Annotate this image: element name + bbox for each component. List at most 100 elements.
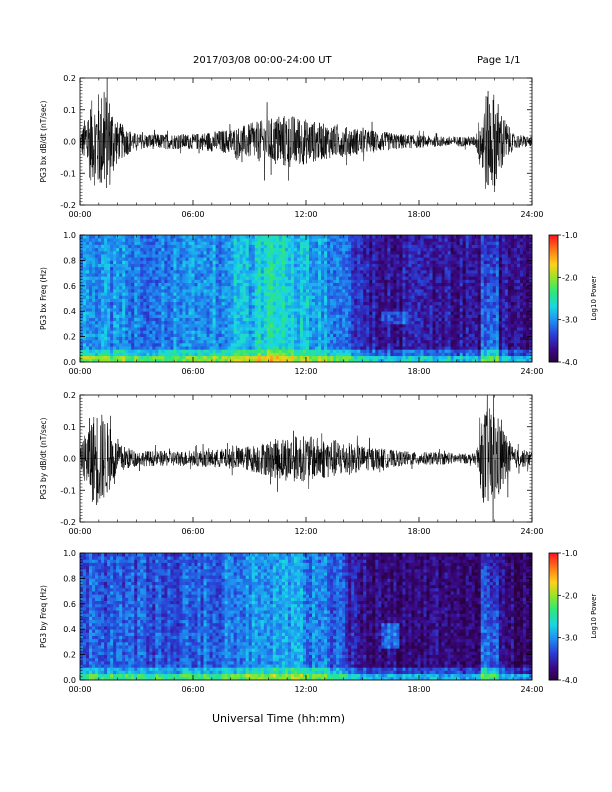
x-tick-label: 00:00 — [68, 210, 91, 219]
x-tick-label: 12:00 — [294, 527, 317, 536]
colorbar-swatch — [549, 345, 558, 348]
colorbar-swatch — [549, 279, 558, 283]
colorbar-swatch — [549, 235, 558, 238]
colorbar-swatch — [549, 675, 558, 679]
y-tick-label: 0.0 — [63, 676, 76, 685]
y-tick-label: 0.6 — [63, 282, 76, 291]
page-indicator: Page 1/1 — [477, 55, 521, 66]
y-tick-label: 0.0 — [63, 138, 76, 147]
colorbar-swatch — [549, 641, 558, 645]
colorbar-swatch — [549, 237, 558, 240]
x-tick-label: 24:00 — [520, 527, 543, 536]
colorbar-swatch — [549, 323, 558, 327]
y-tick-label: 0.1 — [63, 423, 76, 432]
colorbar-swatch — [549, 593, 558, 596]
x-tick-label: 24:00 — [520, 685, 543, 694]
colorbar-swatch — [549, 254, 558, 257]
y-tick-label: -0.1 — [60, 486, 76, 495]
y-axis-label: PG3 by Freq (Hz) — [39, 585, 48, 648]
colorbar-swatch — [549, 658, 558, 662]
y-tick-label: -0.2 — [60, 518, 76, 527]
colorbar-swatch — [549, 578, 558, 582]
colorbar-tick-label: -4.0 — [562, 358, 578, 367]
panel-1: 00:00 06:00 12:00 18:00 24:00 -0.2 -0.1 0.0 0.1 0… — [39, 74, 544, 219]
colorbar-swatch — [549, 294, 558, 297]
colorbar-swatch — [549, 353, 558, 357]
colorbar-swatch — [549, 622, 558, 626]
colorbar-swatch — [549, 239, 558, 242]
colorbar-swatch — [549, 311, 558, 314]
colorbar-swatch — [549, 572, 558, 575]
colorbar-label: Log10 Power — [590, 594, 598, 639]
colorbar-frame — [548, 552, 559, 681]
colorbar-swatch — [549, 608, 558, 611]
colorbar-swatch — [549, 304, 558, 308]
y-tick-label: 1.0 — [63, 231, 76, 240]
colorbar-swatch — [549, 338, 558, 342]
colorbar-swatch — [549, 330, 558, 333]
colorbar-label: Log10 Power — [590, 276, 598, 321]
colorbar-swatch — [549, 616, 558, 620]
colorbar-swatch — [549, 580, 558, 584]
colorbar-swatch — [549, 241, 558, 244]
colorbar-swatch — [549, 637, 558, 641]
colorbar-swatch — [549, 340, 558, 344]
x-tick-label: 24:00 — [520, 210, 543, 219]
colorbar-swatch — [549, 309, 558, 312]
colorbar-swatch — [549, 569, 558, 573]
colorbar-swatch — [549, 677, 558, 681]
colorbar-swatch — [549, 559, 558, 562]
colorbar-swatch — [549, 334, 558, 338]
colorbar-swatch — [549, 300, 558, 304]
colorbar-swatch — [549, 665, 558, 668]
colorbar-swatch — [549, 302, 558, 306]
colorbar-swatch — [549, 270, 558, 274]
colorbar-swatch — [549, 654, 558, 658]
colorbar-swatch — [549, 586, 558, 590]
x-tick-label: 00:00 — [68, 527, 91, 536]
colorbar-swatch — [549, 357, 558, 361]
colorbar-swatch — [549, 605, 558, 609]
y-tick-label: 0.4 — [63, 307, 76, 316]
colorbar-swatch — [549, 347, 558, 350]
y-tick-label: 0.8 — [63, 574, 76, 583]
colorbar-swatch — [549, 635, 558, 639]
x-tick-label: 00:00 — [68, 367, 91, 376]
panel-2: -1.0 -2.0 -3.0 -4.0 Log10 Power 00:00 06:00 12:… — [39, 231, 598, 376]
y-axis-label: PG3 bx Freq (Hz) — [39, 267, 48, 330]
colorbar-swatch — [549, 671, 558, 675]
colorbar-swatch — [549, 319, 558, 323]
colorbar-swatch — [549, 555, 558, 558]
colorbar-swatch — [549, 266, 558, 270]
colorbar-swatch — [549, 595, 558, 598]
colorbar-swatch — [549, 591, 558, 594]
colorbar-swatch — [549, 315, 558, 319]
colorbar-swatch — [549, 553, 558, 556]
colorbar-swatch — [549, 321, 558, 325]
colorbar-swatch — [549, 332, 558, 335]
y-axis-label: PG3 by dB/dt (nT/sec) — [39, 417, 48, 499]
x-tick-label: 06:00 — [181, 210, 204, 219]
colorbar-swatch — [549, 251, 558, 255]
signal-trace — [80, 78, 532, 192]
colorbar: -1.0 -2.0 -3.0 -4.0 Log10 Power — [548, 231, 598, 367]
colorbar-swatch — [549, 618, 558, 622]
colorbar-swatch — [549, 313, 558, 316]
x-tick-label: 12:00 — [294, 367, 317, 376]
colorbar-swatch — [549, 656, 558, 660]
colorbar-swatch — [549, 264, 558, 268]
x-tick-label: 12:00 — [294, 685, 317, 694]
colorbar-swatch — [549, 663, 558, 666]
colorbar-swatch — [549, 328, 558, 331]
colorbar-swatch — [549, 296, 558, 299]
colorbar-swatch — [549, 620, 558, 624]
colorbar-swatch — [549, 610, 558, 613]
x-tick-label: 06:00 — [181, 367, 204, 376]
y-tick-label: 0.2 — [63, 651, 76, 660]
x-tick-label: 00:00 — [68, 685, 91, 694]
colorbar-swatch — [549, 258, 558, 261]
y-tick-label: 0.8 — [63, 256, 76, 265]
y-tick-label: 0.4 — [63, 625, 76, 634]
colorbar-tick-label: -2.0 — [562, 591, 578, 600]
